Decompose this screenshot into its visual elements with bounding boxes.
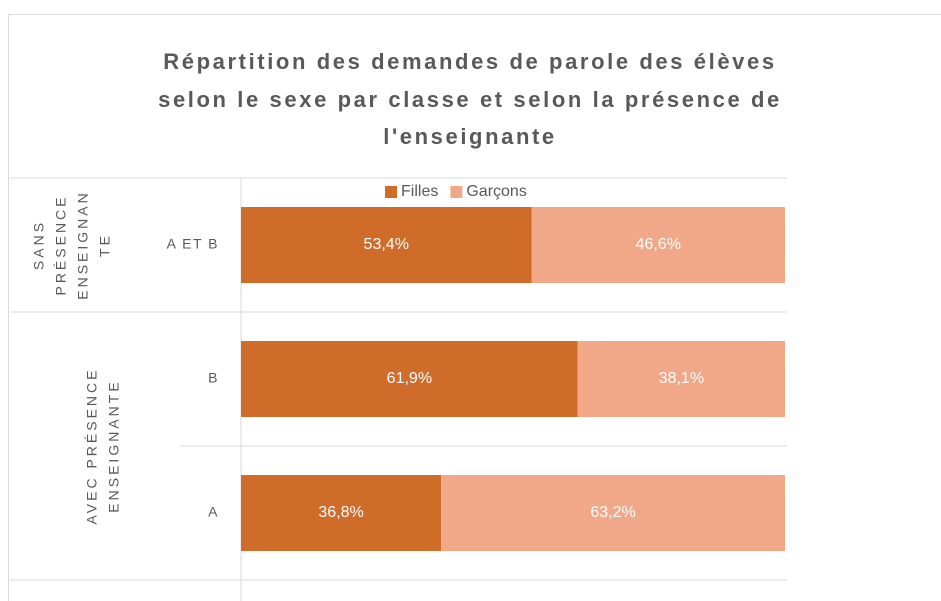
bar-segment <box>531 207 785 283</box>
chart-title: l'enseignante <box>383 124 557 149</box>
bar-segment <box>241 475 442 551</box>
group-label: PRÉSENCE <box>53 194 69 295</box>
value-label: 63,2% <box>590 504 635 521</box>
legend-swatch <box>450 186 463 198</box>
group-label: SANS <box>31 220 47 270</box>
value-label: 61,9% <box>387 370 432 387</box>
category-label: B <box>208 370 219 386</box>
value-label: 38,1% <box>659 370 704 387</box>
chart-border <box>8 14 941 601</box>
group-label: ENSEIGNANTE <box>106 379 122 512</box>
bar-segment <box>241 341 578 417</box>
group-label: AVEC PRÉSENCE <box>84 368 100 525</box>
legend-swatch <box>385 186 397 198</box>
legend-label: Filles <box>401 183 438 200</box>
bar-segment <box>577 341 785 417</box>
bar-segment <box>441 475 785 551</box>
chart-title: Répartition des demandes de parole des é… <box>163 49 776 74</box>
bar-segment <box>241 207 532 283</box>
chart-title: selon le sexe par classe et selon la pré… <box>158 87 782 112</box>
legend-label: Garçons <box>466 183 526 200</box>
value-label: 36,8% <box>318 504 363 521</box>
group-label: TE <box>97 233 113 257</box>
group-label: ENSEIGNAN <box>75 190 91 299</box>
value-label: 46,6% <box>636 236 681 253</box>
value-label: 53,4% <box>364 236 409 253</box>
category-label: A <box>208 504 219 520</box>
category-label: A ET B <box>167 236 219 252</box>
